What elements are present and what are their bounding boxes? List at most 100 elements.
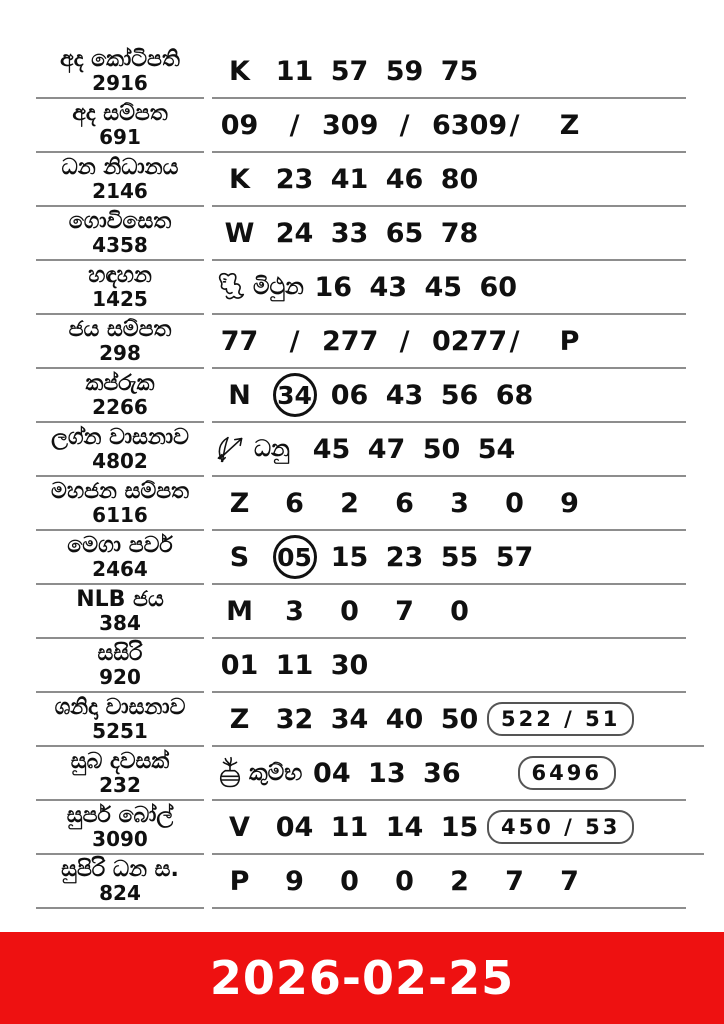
result-number: 24 [275, 217, 314, 249]
lottery-name-cell: ජය සම්පත 298 [36, 315, 204, 369]
result-number: 78 [440, 217, 479, 249]
result-number: 04 [275, 811, 314, 843]
zodiac-name: මිථුන [253, 274, 304, 300]
lottery-name-cell: හඳහන 1425 [36, 261, 204, 315]
result-number: 60 [479, 271, 518, 303]
result-letter: Z [229, 703, 250, 735]
draw-number: 4358 [92, 232, 148, 257]
lottery-name-cell: සුපර් බෝල් 3090 [36, 801, 204, 855]
result-number: 6309 [432, 109, 508, 141]
draw-number: 6116 [92, 502, 148, 527]
result-number: 54 [477, 433, 516, 465]
slash-separator: / [399, 325, 410, 357]
lottery-name: ධන නිධානය [61, 155, 179, 181]
result-number: 41 [330, 163, 369, 195]
result-number: 2 [340, 487, 359, 519]
results-cell: K 11 57 59 75 [212, 45, 686, 99]
result-number: 80 [440, 163, 479, 195]
draw-number: 2266 [92, 394, 148, 419]
result-number: 11 [330, 811, 369, 843]
result-number: 3 [450, 487, 469, 519]
circled-number: 34 [272, 373, 317, 417]
result-number: 33 [330, 217, 369, 249]
results-cell: 77/277/0277/P [212, 315, 686, 369]
results-cell: K 23 41 46 80 [212, 153, 686, 207]
result-number: 15 [330, 541, 369, 573]
lottery-name-cell: අද සම්පත 691 [36, 99, 204, 153]
result-number: 50 [422, 433, 461, 465]
results-cell: N 34 06 43 56 68 [212, 369, 686, 423]
aquarius-pot-icon [216, 754, 244, 793]
slash-separator: / [289, 109, 300, 141]
table-row: ජය සම්පත 298 77/277/0277/P [36, 315, 686, 369]
slash-separator: / [509, 109, 520, 141]
result-number: 34 [330, 703, 369, 735]
results-cell: 01 11 30 [212, 639, 686, 693]
result-number: 9 [285, 865, 304, 897]
lottery-name-cell: NLB ජය 384 [36, 585, 204, 639]
result-number: 06 [330, 379, 369, 411]
result-number: 11 [275, 55, 314, 87]
lottery-name-cell: ධන නිධානය 2146 [36, 153, 204, 207]
draw-number: 4802 [92, 448, 148, 473]
result-number: 32 [275, 703, 314, 735]
result-number: 45 [312, 433, 351, 465]
results-cell: කුම්භ 04 13 36 6496 [212, 747, 686, 801]
zodiac-sign: ධනු [212, 434, 304, 465]
result-number: 3 [285, 595, 304, 627]
result-number: 59 [385, 55, 424, 87]
table-row: හඳහන 1425 මිථුන 16 43 45 60 [36, 261, 686, 315]
table-row: අද සම්පත 691 09/309/6309/Z [36, 99, 686, 153]
lottery-name-cell: සසිරි 920 [36, 639, 204, 693]
result-letter: Z [229, 487, 250, 519]
results-cell: W 24 33 65 78 [212, 207, 686, 261]
result-number: 0 [340, 865, 359, 897]
result-number: 65 [385, 217, 424, 249]
result-number: 50 [440, 703, 479, 735]
draw-number: 2464 [92, 556, 148, 581]
result-number: 9 [560, 487, 579, 519]
lottery-name-cell: ලග්න වාසනාව 4802 [36, 423, 204, 477]
lottery-name: සුබ දවසක් [70, 749, 170, 775]
result-letter: N [228, 379, 251, 411]
result-letter: K [229, 55, 250, 87]
sagittarius-bow-icon [216, 434, 249, 465]
lottery-name: හඳහන [88, 263, 152, 289]
result-number: 309 [322, 109, 379, 141]
result-letter: P [559, 325, 580, 357]
result-number: 09 [220, 109, 259, 141]
result-number: 0277 [432, 325, 508, 357]
circled-number-slot: 05 [267, 535, 322, 579]
results-cell: Z 6 2 6 3 0 9 [212, 477, 686, 531]
lottery-name-cell: කප්රුක 2266 [36, 369, 204, 423]
result-number: 46 [385, 163, 424, 195]
result-number: 11 [275, 649, 314, 681]
result-number: 13 [368, 757, 406, 789]
result-number: 36 [423, 757, 461, 789]
table-row: අද කෝටිපති 2916 K 11 57 59 75 [36, 45, 686, 99]
table-row: ගොවිසෙත 4358 W 24 33 65 78 [36, 207, 686, 261]
result-number: 68 [495, 379, 534, 411]
result-number: 2 [450, 865, 469, 897]
result-number: 57 [330, 55, 369, 87]
result-number: 55 [440, 541, 479, 573]
result-number: 57 [495, 541, 534, 573]
result-number: 01 [220, 649, 259, 681]
table-row: සුබ දවසක් 232 කුම්භ 04 13 36 6496 [36, 747, 686, 801]
table-row: සුපිරි ධන ස. 824 P 9 0 0 2 7 7 [36, 855, 686, 909]
table-row: ධන නිධානය 2146 K 23 41 46 80 [36, 153, 686, 207]
result-number: 45 [424, 271, 463, 303]
zodiac-sign: කුම්භ [212, 754, 304, 793]
result-number: 77 [220, 325, 259, 357]
result-number: 43 [385, 379, 424, 411]
result-number: 23 [275, 163, 314, 195]
circled-number-slot: 34 [267, 373, 322, 417]
slash-separator: / [509, 325, 520, 357]
lottery-name-cell: අද කෝටිපති 2916 [36, 45, 204, 99]
table-row: කප්රුක 2266 N 34 06 43 56 68 [36, 369, 686, 423]
table-row: NLB ජය 384 M 3 0 7 0 [36, 585, 686, 639]
date-banner: 2026-02-25 [0, 932, 724, 1024]
result-number: 0 [505, 487, 524, 519]
